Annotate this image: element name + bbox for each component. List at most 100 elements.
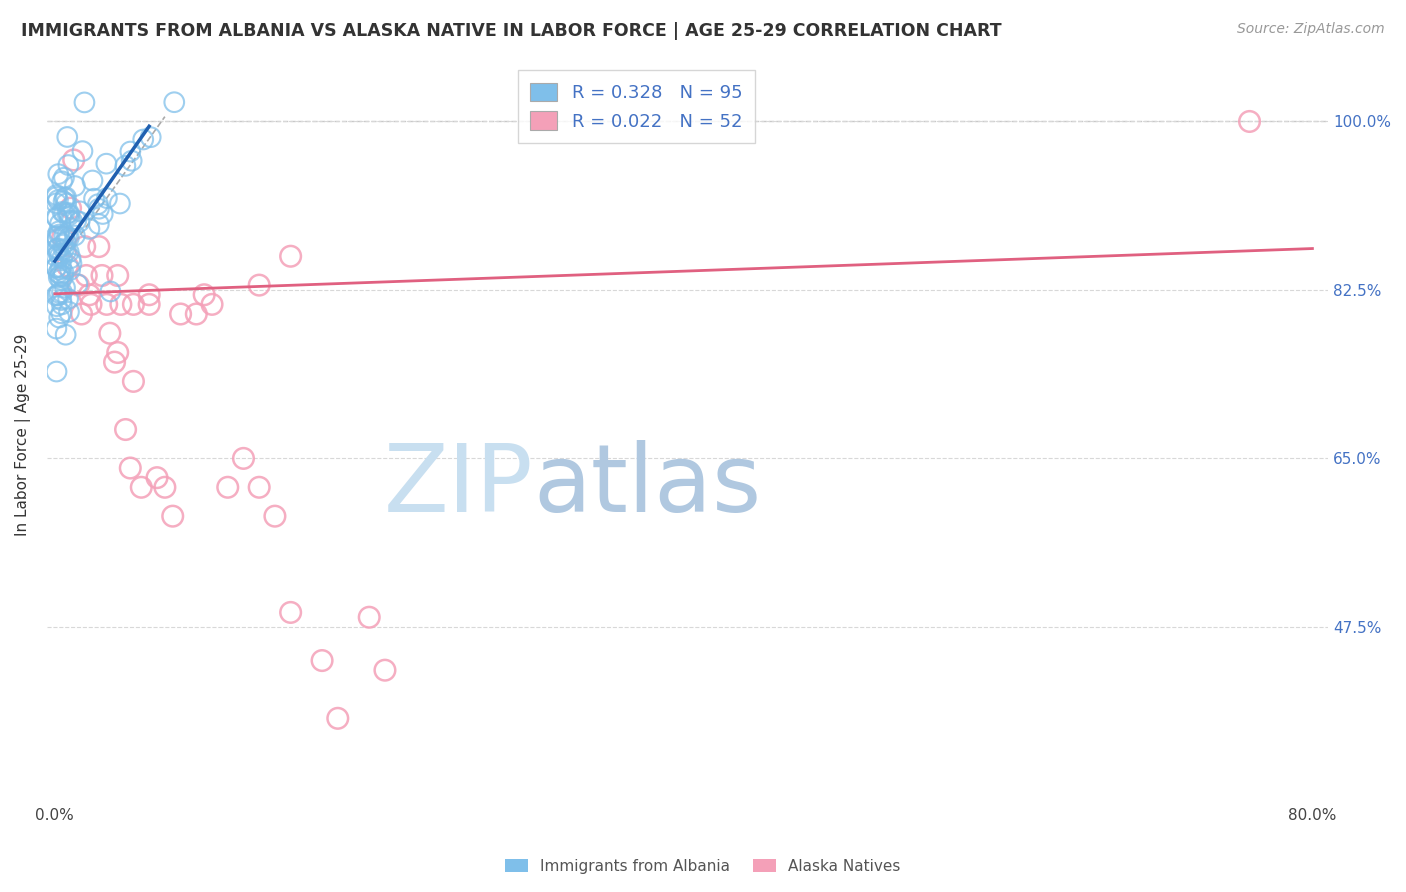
Point	[52, 230, 75, 244]
Point	[46, 167, 69, 181]
Point	[359, 610, 381, 624]
Point	[162, 509, 184, 524]
Point	[55, 235, 77, 249]
Point	[311, 654, 333, 668]
Point	[45, 260, 67, 274]
Point	[247, 278, 270, 293]
Point	[120, 461, 142, 475]
Point	[121, 153, 143, 168]
Point	[58, 305, 80, 319]
Point	[58, 208, 80, 222]
Point	[45, 299, 67, 313]
Point	[69, 204, 91, 219]
Point	[60, 214, 83, 228]
Point	[107, 345, 129, 359]
Point	[56, 229, 79, 244]
Point	[79, 287, 101, 301]
Point	[58, 158, 80, 172]
Point	[73, 239, 96, 253]
Point	[1239, 114, 1261, 128]
Text: IMMIGRANTS FROM ALBANIA VS ALASKA NATIVE IN LABOR FORCE | AGE 25-29 CORRELATION : IMMIGRANTS FROM ALBANIA VS ALASKA NATIVE…	[21, 22, 1001, 40]
Point	[56, 206, 79, 220]
Point	[73, 95, 96, 110]
Point	[59, 252, 82, 266]
Point	[110, 297, 132, 311]
Point	[51, 205, 73, 219]
Point	[91, 207, 114, 221]
Point	[96, 191, 118, 205]
Point	[132, 132, 155, 146]
Point	[146, 470, 169, 484]
Point	[48, 247, 70, 261]
Point	[114, 159, 136, 173]
Point	[59, 214, 82, 228]
Point	[87, 197, 110, 211]
Point	[114, 423, 136, 437]
Point	[58, 206, 80, 220]
Point	[49, 249, 72, 263]
Point	[87, 217, 110, 231]
Point	[232, 451, 254, 466]
Point	[52, 266, 75, 280]
Point	[72, 144, 94, 158]
Point	[163, 95, 186, 110]
Point	[87, 202, 110, 216]
Point	[51, 306, 73, 320]
Y-axis label: In Labor Force | Age 25-29: In Labor Force | Age 25-29	[15, 333, 31, 535]
Point	[79, 222, 101, 236]
Point	[52, 269, 75, 284]
Point	[326, 711, 349, 725]
Point	[45, 250, 67, 264]
Point	[280, 249, 302, 263]
Point	[45, 288, 67, 302]
Point	[45, 188, 67, 202]
Point	[87, 239, 110, 253]
Point	[45, 229, 67, 244]
Point	[138, 297, 160, 311]
Point	[52, 237, 75, 252]
Point	[100, 285, 122, 299]
Point	[53, 280, 76, 294]
Point	[122, 297, 145, 311]
Point	[49, 217, 72, 231]
Point	[65, 213, 87, 227]
Point	[45, 211, 67, 225]
Point	[69, 215, 91, 229]
Point	[129, 480, 152, 494]
Point	[91, 268, 114, 283]
Text: Source: ZipAtlas.com: Source: ZipAtlas.com	[1237, 22, 1385, 37]
Point	[70, 307, 93, 321]
Point	[60, 256, 83, 270]
Point	[55, 244, 77, 259]
Point	[46, 193, 69, 207]
Point	[62, 153, 84, 167]
Point	[51, 285, 73, 300]
Point	[58, 231, 80, 245]
Point	[122, 375, 145, 389]
Point	[80, 297, 103, 311]
Point	[51, 174, 73, 188]
Point	[53, 191, 76, 205]
Point	[51, 260, 73, 275]
Point	[280, 606, 302, 620]
Point	[49, 273, 72, 287]
Point	[46, 231, 69, 245]
Point	[56, 292, 79, 306]
Point	[45, 196, 67, 211]
Point	[55, 327, 77, 342]
Point	[82, 173, 104, 187]
Point	[96, 156, 118, 170]
Point	[56, 259, 79, 273]
Point	[51, 293, 73, 307]
Point	[59, 201, 82, 215]
Point	[217, 480, 239, 494]
Point	[48, 224, 70, 238]
Point	[46, 288, 69, 302]
Point	[120, 145, 142, 159]
Point	[45, 365, 67, 379]
Legend: R = 0.328   N = 95, R = 0.022   N = 52: R = 0.328 N = 95, R = 0.022 N = 52	[517, 70, 755, 144]
Point	[49, 262, 72, 277]
Point	[51, 252, 73, 266]
Point	[46, 211, 69, 225]
Point	[75, 268, 97, 283]
